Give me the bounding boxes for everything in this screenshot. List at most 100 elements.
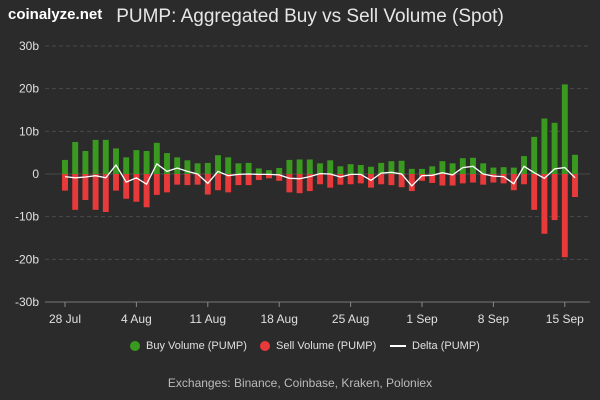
sell-bar: [113, 174, 119, 191]
sell-bar: [408, 174, 415, 192]
sell-bar: [102, 174, 109, 212]
buy-bar: [480, 163, 487, 174]
buy-dot-icon: [130, 341, 140, 351]
y-tick-label: 30b: [19, 39, 39, 53]
buy-bar: [551, 122, 558, 174]
x-axis: 28 Jul 4 Aug 11 Aug 18 Aug 25 Aug 1 Sep 8 Sep 1…: [49, 302, 584, 326]
buy-bar: [255, 168, 262, 174]
sell-bar: [164, 174, 170, 193]
sell-bar: [470, 174, 476, 183]
sell-bar: [429, 174, 436, 183]
buy-bar: [347, 164, 354, 174]
buy-bar: [306, 159, 313, 174]
buy-bar: [561, 84, 568, 174]
buy-bar: [184, 160, 191, 174]
legend-sell-label: Sell Volume (PUMP): [276, 340, 377, 352]
sell-bar: [286, 174, 293, 193]
buy-bar: [327, 160, 334, 174]
y-tick-label: 10b: [19, 124, 39, 138]
x-tick-label: 18 Aug: [261, 312, 298, 326]
sell-bar: [327, 174, 334, 188]
chart-title: PUMP: Aggregated Buy vs Sell Volume (Spo…: [116, 6, 504, 27]
buy-bar: [123, 157, 130, 174]
sell-bar: [133, 174, 140, 202]
buy-bar: [92, 139, 99, 174]
buy-bar: [429, 166, 436, 174]
sell-bar: [225, 174, 232, 193]
buy-bar: [194, 163, 201, 174]
buy-bar: [245, 162, 252, 174]
y-tick-label: 20b: [19, 82, 39, 96]
sell-bar: [541, 174, 548, 234]
sell-bar: [521, 174, 527, 185]
legend-buy-label: Buy Volume (PUMP): [146, 340, 247, 352]
sell-bar: [184, 174, 191, 186]
buy-bar: [62, 159, 68, 174]
sell-bar: [510, 174, 517, 191]
x-tick-label: 8 Sep: [478, 312, 510, 326]
sell-bar: [480, 174, 487, 185]
legend-buy[interactable]: Buy Volume (PUMP): [130, 340, 247, 352]
sell-bar: [194, 174, 201, 185]
sell-bar: [266, 174, 272, 179]
sell-bar: [378, 174, 385, 185]
y-tick-label: -10b: [15, 210, 39, 224]
buy-bar: [276, 168, 283, 174]
sell-bar: [255, 174, 262, 180]
y-tick-label: -20b: [15, 252, 39, 266]
buy-bar: [500, 167, 507, 174]
buy-bar: [459, 158, 466, 174]
buy-bar: [102, 139, 109, 174]
buy-bar: [510, 167, 517, 174]
buy-bar: [266, 170, 272, 174]
buy-bar: [133, 150, 140, 174]
x-tick-label: 4 Aug: [121, 312, 152, 326]
x-tick-label: 15 Sep: [546, 312, 584, 326]
buy-bar: [174, 157, 181, 174]
buy-bar: [541, 118, 548, 174]
y-tick-label: 0: [32, 167, 39, 181]
buy-bar: [378, 162, 385, 174]
buy-bar: [286, 159, 293, 174]
buy-bar: [225, 157, 232, 174]
x-tick-label: 25 Aug: [332, 312, 369, 326]
buy-bar: [82, 150, 89, 174]
sell-bar: [92, 174, 99, 210]
buy-bar: [368, 166, 374, 174]
sell-bar: [276, 174, 283, 181]
brand-logo: coinalyze.net: [8, 6, 103, 23]
legend-sell[interactable]: Sell Volume (PUMP): [260, 340, 376, 352]
sell-bar: [572, 174, 578, 198]
footer-exchanges: Exchanges: Binance, Coinbase, Kraken, Po…: [167, 376, 433, 390]
x-tick-label: 1 Sep: [406, 312, 438, 326]
buy-bar: [164, 153, 170, 174]
sell-bar: [357, 174, 364, 184]
sell-bar: [500, 174, 507, 184]
buy-bar: [357, 165, 364, 174]
buy-bar: [521, 156, 527, 174]
buy-bar: [215, 155, 221, 174]
legend-delta-label: Delta (PUMP): [412, 340, 480, 352]
sell-bar: [174, 174, 181, 185]
y-tick-label: -30b: [15, 295, 39, 309]
sell-bar: [419, 174, 425, 181]
sell-bar: [439, 174, 446, 186]
sell-bar: [490, 174, 497, 183]
sell-dot-icon: [260, 341, 270, 351]
buy-bar: [296, 159, 303, 174]
sell-bar: [561, 174, 568, 258]
delta-line: [64, 162, 576, 187]
sell-bar: [317, 174, 323, 185]
buy-bar: [572, 154, 578, 174]
sell-bar: [388, 174, 395, 186]
buy-bar: [398, 160, 405, 174]
buy-bar: [317, 163, 323, 174]
buy-bar: [337, 166, 344, 174]
sell-bar: [306, 174, 313, 192]
buy-bar: [419, 168, 425, 174]
buy-bar: [235, 163, 242, 174]
legend-delta[interactable]: Delta (PUMP): [390, 340, 480, 352]
sell-bar: [551, 174, 558, 221]
sell-bar: [245, 174, 252, 186]
